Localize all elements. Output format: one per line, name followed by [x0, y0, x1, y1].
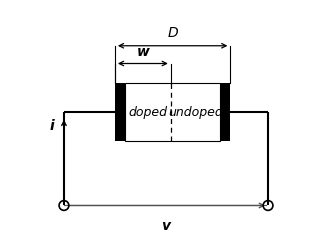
Bar — [220, 83, 230, 141]
Text: doped: doped — [128, 106, 167, 119]
Text: D: D — [167, 26, 178, 40]
Bar — [115, 83, 125, 141]
Text: undoped: undoped — [168, 106, 223, 119]
Bar — [125, 83, 220, 141]
Text: w: w — [136, 45, 149, 59]
Text: v: v — [161, 219, 171, 233]
Text: i: i — [49, 119, 54, 133]
